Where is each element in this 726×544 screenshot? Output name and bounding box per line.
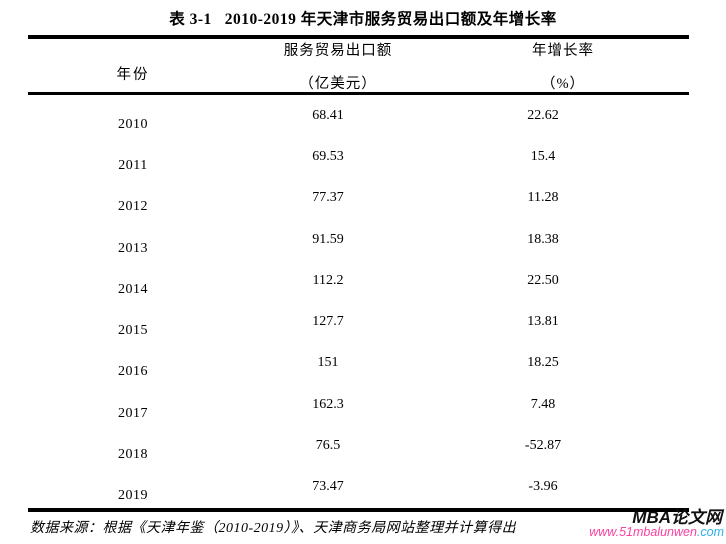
table-row: 2017 162.3 7.48 <box>28 384 689 425</box>
table-header-rule <box>28 92 689 95</box>
export-value-cell: 151 <box>317 355 339 371</box>
export-value-cell: 162.3 <box>312 396 344 412</box>
column-header-year: 年份 <box>116 66 150 83</box>
column-header-growth: 年增长率 （%） <box>438 39 688 93</box>
year-cell: 2010 <box>118 116 148 132</box>
column-header-export-line1: 服务贸易出口额 <box>283 43 393 59</box>
growth-value-cell: 7.48 <box>530 396 556 412</box>
table-row: 2015 127.7 13.81 <box>28 301 689 342</box>
table-row: 2019 73.47 -3.96 <box>28 467 689 508</box>
table-row: 2011 69.53 15.4 <box>28 136 689 177</box>
growth-value-cell: 15.4 <box>530 148 556 164</box>
export-value-cell: 127.7 <box>312 314 344 330</box>
table-row: 2013 91.59 18.38 <box>28 219 689 260</box>
export-value-cell: 77.37 <box>312 190 344 206</box>
table-row: 2012 77.37 11.28 <box>28 178 689 219</box>
table-number-label: 表 3-1 <box>169 11 212 28</box>
column-header-export-line2: （亿美元） <box>299 76 377 92</box>
watermark-url: www.51mbalunwen.com <box>589 525 724 539</box>
growth-value-cell: 22.50 <box>527 272 559 288</box>
export-value-cell: 112.2 <box>312 272 344 288</box>
year-cell: 2017 <box>118 405 148 421</box>
table-title: 表 3-1 2010-2019 年天津市服务贸易出口额及年增长率 <box>0 7 726 29</box>
column-header-export: 服务贸易出口额 （亿美元） <box>248 39 428 93</box>
export-value-cell: 69.53 <box>312 148 344 164</box>
table-row: 2016 151 18.25 <box>28 343 689 384</box>
year-cell: 2018 <box>118 447 148 463</box>
growth-value-cell: 22.62 <box>527 107 559 123</box>
year-cell: 2014 <box>118 281 148 297</box>
export-value-cell: 76.5 <box>315 438 341 454</box>
year-cell: 2012 <box>118 199 148 215</box>
growth-value-cell: 18.38 <box>527 231 559 247</box>
watermark-url-suffix: .com <box>696 525 724 539</box>
export-value-cell: 73.47 <box>312 479 344 495</box>
table-row: 2014 112.2 22.50 <box>28 260 689 301</box>
growth-value-cell: 11.28 <box>527 190 559 206</box>
table-title-text: 2010-2019 年天津市服务贸易出口额及年增长率 <box>224 11 557 28</box>
watermark-site-name: MBA论文网 <box>632 508 722 527</box>
growth-value-cell: -3.96 <box>528 479 558 495</box>
year-cell: 2016 <box>118 364 148 380</box>
growth-value-cell: -52.87 <box>524 438 562 454</box>
export-value-cell: 68.41 <box>312 107 344 123</box>
table-bottom-rule <box>28 507 689 512</box>
year-cell: 2013 <box>118 240 148 256</box>
table-row: 2018 76.5 -52.87 <box>28 425 689 466</box>
table-top-rule <box>28 35 689 39</box>
growth-value-cell: 13.81 <box>527 314 559 330</box>
year-cell: 2015 <box>118 323 148 339</box>
table-header-row: 年份 服务贸易出口额 （亿美元） 年增长率 （%） <box>28 39 689 92</box>
year-cell: 2019 <box>118 488 148 504</box>
data-source-note: 数据来源：根据《天津年鉴（2010-2019）》、天津商务局网站整理并计算得出 <box>30 521 517 536</box>
data-table: 年份 服务贸易出口额 （亿美元） 年增长率 （%） 2010 68.41 22.… <box>28 35 689 512</box>
watermark-url-main: www.51mbalunwen <box>589 525 697 539</box>
column-header-growth-line2: （%） <box>540 76 586 92</box>
table-row: 2010 68.41 22.62 <box>28 95 689 136</box>
year-cell: 2011 <box>118 157 148 173</box>
column-header-growth-line1: 年增长率 <box>532 43 594 59</box>
growth-value-cell: 18.25 <box>527 355 559 371</box>
export-value-cell: 91.59 <box>312 231 344 247</box>
table-body: 2010 68.41 22.62 2011 69.53 15.4 2012 77… <box>28 95 689 508</box>
